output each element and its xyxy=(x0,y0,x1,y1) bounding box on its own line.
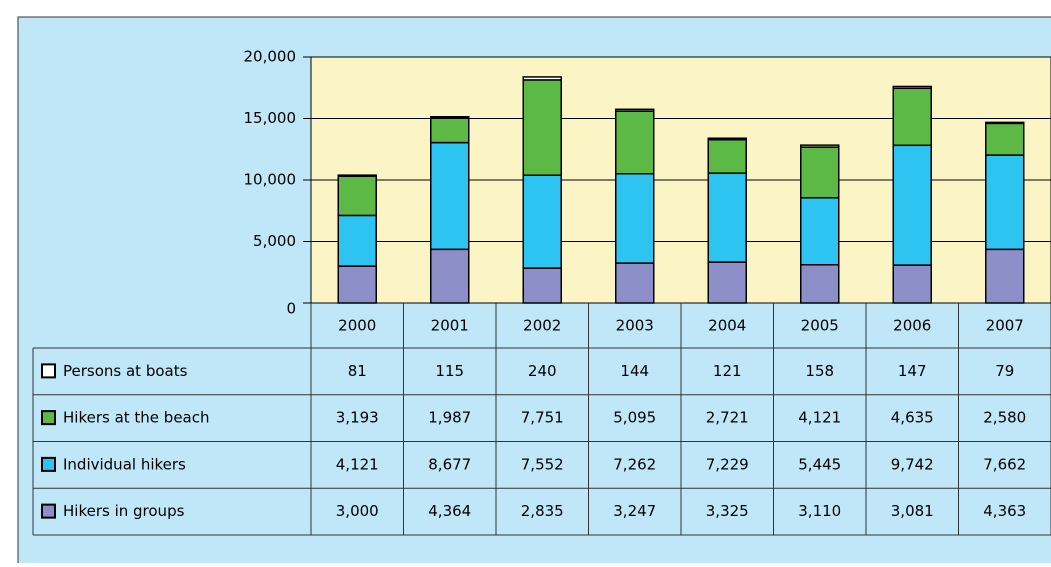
bar-segment xyxy=(615,108,655,112)
bar-segment xyxy=(707,172,747,263)
legend-label: Individual hikers xyxy=(63,455,186,473)
x-tick-label: 2006 xyxy=(893,317,931,335)
table-cell: 8,677 xyxy=(428,455,471,473)
bar-segment xyxy=(337,174,377,177)
table-cell: 4,121 xyxy=(798,409,841,427)
table-cell: 1,987 xyxy=(428,409,471,427)
x-tick-label: 2000 xyxy=(338,317,376,335)
table-cell: 147 xyxy=(898,362,927,380)
table-cell: 240 xyxy=(528,362,557,380)
table-cell: 5,445 xyxy=(798,455,841,473)
bar-segment xyxy=(985,154,1025,251)
legend-swatch xyxy=(41,503,56,519)
table-cell: 2,721 xyxy=(706,409,749,427)
x-tick-label: 2003 xyxy=(616,317,654,335)
y-tick-label: 20,000 xyxy=(244,48,297,66)
table-cell: 7,662 xyxy=(983,455,1026,473)
table-cell: 144 xyxy=(620,362,649,380)
y-tick-label: 15,000 xyxy=(244,109,297,127)
bar-segment xyxy=(985,122,1025,156)
table-cell: 4,364 xyxy=(428,502,471,520)
table-cell: 3,081 xyxy=(891,502,934,520)
bar-segment xyxy=(892,85,932,90)
bar-segment xyxy=(337,265,377,304)
table-cell: 5,095 xyxy=(613,409,656,427)
bar-segment xyxy=(800,197,840,266)
legend-label: Hikers at the beach xyxy=(63,409,210,427)
bar-segment xyxy=(430,141,470,251)
bar-segment xyxy=(522,267,562,304)
bar-segment xyxy=(800,263,840,304)
y-tick-label: 10,000 xyxy=(244,171,297,189)
table-cell: 9,742 xyxy=(891,455,934,473)
table-cell: 2,835 xyxy=(521,502,564,520)
bar-segment xyxy=(430,115,470,119)
table-cell: 4,635 xyxy=(891,409,934,427)
x-tick-label: 2002 xyxy=(523,317,561,335)
bar-segment xyxy=(892,144,932,266)
table-cell: 81 xyxy=(348,362,367,380)
bar-segment xyxy=(430,117,470,144)
table-cell: 3,000 xyxy=(336,502,379,520)
table-cell: 3,247 xyxy=(613,502,656,520)
bar-segment xyxy=(615,172,655,264)
bar-segment xyxy=(800,146,840,199)
legend-label: Hikers in groups xyxy=(63,502,185,520)
table-cell: 4,121 xyxy=(336,455,379,473)
legend-label: Persons at boats xyxy=(63,362,188,380)
bar-segment xyxy=(337,214,377,267)
bar-segment xyxy=(337,175,377,217)
legend-swatch xyxy=(41,363,56,379)
x-tick-label: 2005 xyxy=(801,317,839,335)
table-cell: 158 xyxy=(805,362,834,380)
y-tick-label: 0 xyxy=(286,300,296,318)
legend-swatch xyxy=(41,410,56,426)
table-cell: 121 xyxy=(713,362,742,380)
table-cell: 3,193 xyxy=(336,409,379,427)
table-cell: 115 xyxy=(435,362,464,380)
x-tick-label: 2004 xyxy=(708,317,746,335)
bar-segment xyxy=(800,144,840,148)
y-tick-label: 5,000 xyxy=(253,232,296,250)
bar-segment xyxy=(892,87,932,147)
table-cell: 2,580 xyxy=(983,409,1026,427)
table-cell: 79 xyxy=(995,362,1014,380)
x-tick-label: 2001 xyxy=(431,317,469,335)
bar-segment xyxy=(892,264,932,304)
table-cell: 7,229 xyxy=(706,455,749,473)
table-cell: 4,363 xyxy=(983,502,1026,520)
x-tick-label: 2007 xyxy=(986,317,1024,335)
table-cell: 3,325 xyxy=(706,502,749,520)
table-cell: 7,552 xyxy=(521,455,564,473)
table-cell: 3,110 xyxy=(798,502,841,520)
bar-segment xyxy=(615,262,655,304)
bar-segment xyxy=(522,79,562,176)
table-cell: 7,262 xyxy=(613,455,656,473)
bar-segment xyxy=(707,261,747,304)
bar-segment xyxy=(522,76,562,81)
bar-segment xyxy=(707,138,747,174)
bar-segment xyxy=(615,110,655,175)
bar-segment xyxy=(985,121,1025,125)
bar-segment xyxy=(522,174,562,269)
legend-swatch xyxy=(41,456,56,472)
bar-segment xyxy=(430,248,470,304)
bar-segment xyxy=(985,248,1025,304)
bar-segment xyxy=(707,137,747,141)
table-cell: 7,751 xyxy=(521,409,564,427)
